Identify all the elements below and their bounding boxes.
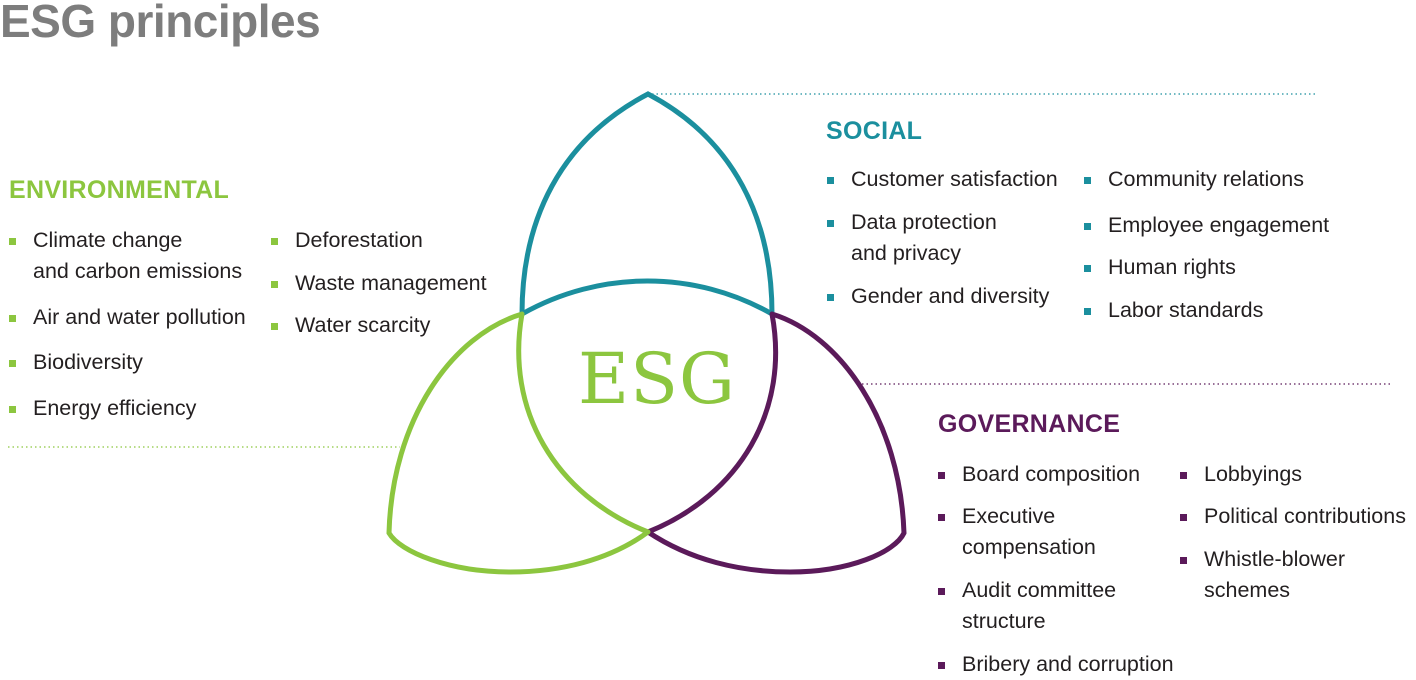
item-line: Data protection (851, 210, 997, 234)
item-line: schemes (1204, 578, 1291, 602)
item-line: Gender and diversity (851, 284, 1050, 308)
esg-center-label: ESG (578, 338, 736, 420)
inner-circle-environmental-arc (516, 311, 651, 535)
environmental-list-col2: Deforestation Waste management Water sca… (270, 225, 487, 341)
list-item: Bribery and corruption (937, 649, 1174, 680)
item-line: Audit committee (962, 578, 1117, 602)
item-line: Biodiversity (33, 350, 143, 374)
social-list-col2: Community relations Employee engagement … (1083, 164, 1329, 326)
item-line: Bribery and corruption (962, 652, 1174, 676)
inner-circle-governance-arc (645, 311, 779, 535)
list-item: Climate change and carbon emissions (8, 225, 246, 287)
list-item: Water scarcity (270, 310, 487, 341)
environmental-petal (386, 311, 651, 575)
list-item: Customer satisfaction (826, 164, 1058, 195)
environmental-list-col1: Climate change and carbon emissions Air a… (8, 225, 246, 424)
social-list-col1: Customer satisfaction Data protection and… (826, 164, 1058, 312)
item-line: and privacy (851, 241, 961, 265)
governance-heading: GOVERNANCE (938, 410, 1121, 438)
page-title: ESG principles (0, 0, 321, 47)
item-line: Political contributions (1204, 504, 1406, 528)
list-item: Labor standards (1083, 295, 1329, 326)
item-line: Climate change (33, 228, 183, 252)
list-item: Lobbyings (1179, 459, 1406, 490)
list-item: Board composition (937, 459, 1174, 490)
list-item: Data protection and privacy (826, 207, 1058, 269)
list-item: Waste management (270, 268, 487, 299)
item-line: Board composition (962, 462, 1141, 486)
item-line: Whistle-blower (1204, 547, 1345, 571)
governance-petal (645, 311, 907, 575)
list-item: Human rights (1083, 252, 1329, 283)
item-line: Labor standards (1108, 298, 1264, 322)
list-item: Community relations (1083, 164, 1329, 195)
item-line: Employee engagement (1108, 213, 1330, 237)
list-item: Air and water pollution (8, 302, 246, 333)
list-item: Gender and diversity (826, 281, 1058, 312)
governance-list-col2: Lobbyings Political contributions Whistl… (1179, 459, 1406, 606)
inner-circle-social-arc (519, 278, 775, 317)
list-item: Audit committee structure (937, 575, 1174, 637)
item-line: Energy efficiency (33, 395, 197, 420)
list-item: Deforestation (270, 225, 487, 256)
item-line: Customer satisfaction (851, 167, 1058, 191)
list-item: Executive compensation (937, 501, 1174, 563)
item-line: Executive (962, 504, 1056, 528)
list-item: Biodiversity (8, 347, 246, 378)
environmental-heading: ENVIRONMENTAL (9, 176, 230, 204)
list-item: Political contributions (1179, 501, 1406, 532)
item-line: structure (962, 609, 1046, 633)
item-line: Lobbyings (1204, 462, 1303, 486)
list-item: Employee engagement (1083, 210, 1329, 241)
item-line: compensation (962, 535, 1096, 559)
social-heading: SOCIAL (826, 117, 923, 145)
item-line: Air and water pollution (33, 304, 246, 329)
social-petal (519, 91, 775, 317)
item-line: Human rights (1108, 255, 1236, 279)
item-line: Deforestation (295, 228, 423, 252)
item-line: and carbon emissions (33, 259, 243, 283)
item-line: Waste management (295, 271, 487, 295)
list-item: Energy efficiency (8, 393, 246, 424)
governance-list-col1: Board composition Executive compensation … (937, 459, 1174, 680)
item-line: Water scarcity (295, 313, 431, 337)
item-line: Community relations (1108, 167, 1304, 191)
list-item: Whistle-blower schemes (1179, 544, 1406, 606)
